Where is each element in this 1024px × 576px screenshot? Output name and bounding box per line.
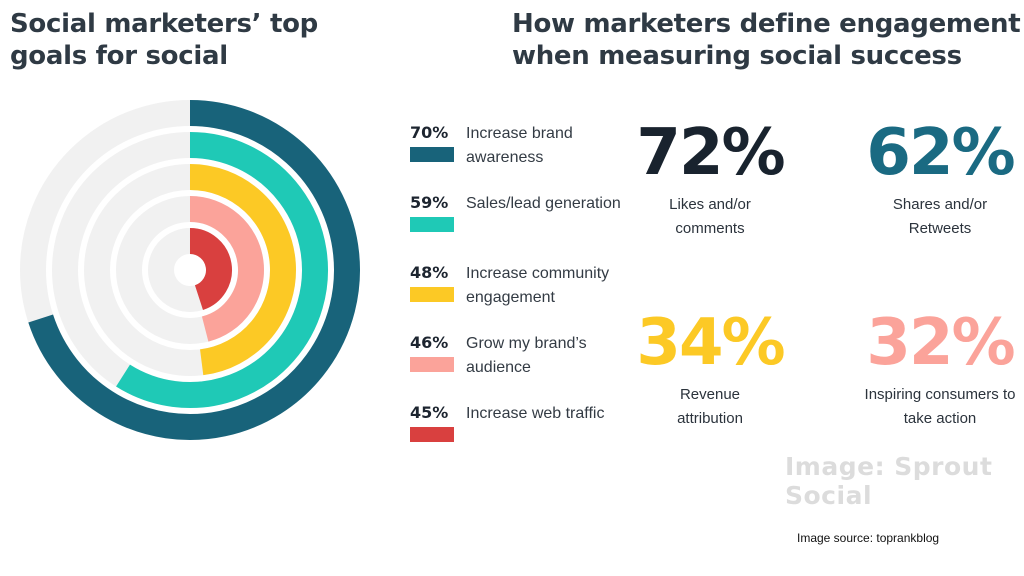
legend-swatch [410,147,454,162]
stat-value: 32% [866,306,1015,380]
legend-value: 48% [410,263,449,282]
radial-bar-chart [20,100,360,440]
legend-label: Sales/lead generation [466,195,621,212]
legend-item-brand-awareness: 70% Increase brand awareness [410,122,630,192]
legend-swatch [410,287,454,302]
stat-value: 72% [636,116,785,190]
legend-value: 70% [410,123,449,142]
legend-swatch [410,217,454,232]
stat-value: 34% [636,306,785,380]
image-source-caption: Image source: toprankblog [797,531,940,545]
legend-item-community-engagement: 48% Increase community engagement [410,262,630,332]
right-chart-title: How marketers define engagement when mea… [512,9,1021,71]
stat-value: 62% [866,116,1015,190]
legend-label: Increase community engagement [466,265,610,306]
legend-label: Grow my brand’s audience [466,335,587,376]
stat-label: Shares and/or Retweets [892,196,988,237]
watermark: Image: Sprout Social [785,452,993,510]
stat-shares-retweets: 62% Shares and/or Retweets [840,118,1024,241]
legend-value: 59% [410,193,449,212]
legend-value: 45% [410,403,449,422]
stat-likes-comments: 72% Likes and/or comments [610,118,810,241]
stat-label: Likes and/or comments [669,196,751,237]
legend-value: 46% [410,333,449,352]
stat-revenue-attribution: 34% Revenue attribution [610,308,810,431]
ring-bar-increase-web-traffic [189,228,232,310]
legend-label: Increase brand awareness [466,125,573,166]
legend-swatch [410,357,454,372]
legend-item-sales-lead: 59% Sales/lead generation [410,192,630,262]
left-chart-title: Social marketers’ top goals for social [10,9,318,71]
ring-bar-grow-my-brand-s-audience [189,196,264,342]
legend-label: Increase web traffic [466,405,605,422]
ring-bar-sales-lead-generation [116,132,328,408]
ring-bar-increase-brand-awareness [28,100,360,440]
ring-bar-increase-community-engagement [189,164,296,376]
chart-legend: 70% Increase brand awareness 59% Sales/l… [410,122,630,472]
stat-label: Revenue attribution [677,386,743,427]
legend-swatch [410,427,454,442]
stat-inspiring-consumers: 32% Inspiring consumers to take action [840,308,1024,431]
legend-item-brand-audience: 46% Grow my brand’s audience [410,332,630,402]
legend-item-web-traffic: 45% Increase web traffic [410,402,630,472]
stat-label: Inspiring consumers to take action [864,386,1016,427]
